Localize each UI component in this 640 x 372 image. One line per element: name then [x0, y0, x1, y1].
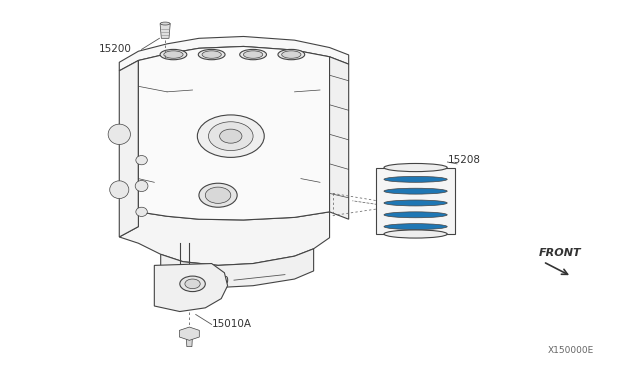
Ellipse shape — [243, 51, 263, 58]
Polygon shape — [119, 36, 349, 71]
Ellipse shape — [199, 183, 237, 207]
Ellipse shape — [161, 22, 170, 25]
Ellipse shape — [198, 49, 225, 60]
Text: 15200: 15200 — [99, 44, 132, 54]
Text: 15010A: 15010A — [212, 320, 252, 330]
Ellipse shape — [384, 212, 447, 218]
Ellipse shape — [202, 51, 221, 58]
Ellipse shape — [384, 176, 447, 182]
Ellipse shape — [197, 115, 264, 157]
Ellipse shape — [164, 51, 183, 58]
Ellipse shape — [109, 181, 129, 199]
Text: FRONT: FRONT — [539, 248, 581, 258]
Text: 15010: 15010 — [196, 276, 230, 286]
Ellipse shape — [384, 163, 447, 171]
Ellipse shape — [135, 180, 148, 192]
Ellipse shape — [278, 49, 305, 60]
Ellipse shape — [282, 51, 301, 58]
Ellipse shape — [384, 224, 447, 230]
Ellipse shape — [220, 129, 242, 143]
Ellipse shape — [185, 279, 200, 289]
Ellipse shape — [240, 49, 266, 60]
Text: X150000E: X150000E — [548, 346, 594, 355]
Ellipse shape — [384, 230, 447, 238]
Polygon shape — [138, 46, 330, 220]
Ellipse shape — [160, 49, 187, 60]
Polygon shape — [154, 263, 228, 311]
Polygon shape — [161, 249, 314, 288]
Text: 15208: 15208 — [447, 155, 481, 165]
Ellipse shape — [205, 187, 231, 203]
Polygon shape — [160, 23, 170, 38]
Polygon shape — [186, 334, 193, 347]
Ellipse shape — [384, 200, 447, 206]
Ellipse shape — [136, 155, 147, 165]
Ellipse shape — [384, 188, 447, 194]
Polygon shape — [119, 61, 138, 237]
Polygon shape — [376, 167, 455, 234]
Ellipse shape — [180, 276, 205, 292]
Ellipse shape — [136, 207, 147, 217]
Polygon shape — [330, 57, 349, 219]
Ellipse shape — [209, 122, 253, 151]
Ellipse shape — [108, 124, 131, 144]
Polygon shape — [119, 212, 330, 265]
